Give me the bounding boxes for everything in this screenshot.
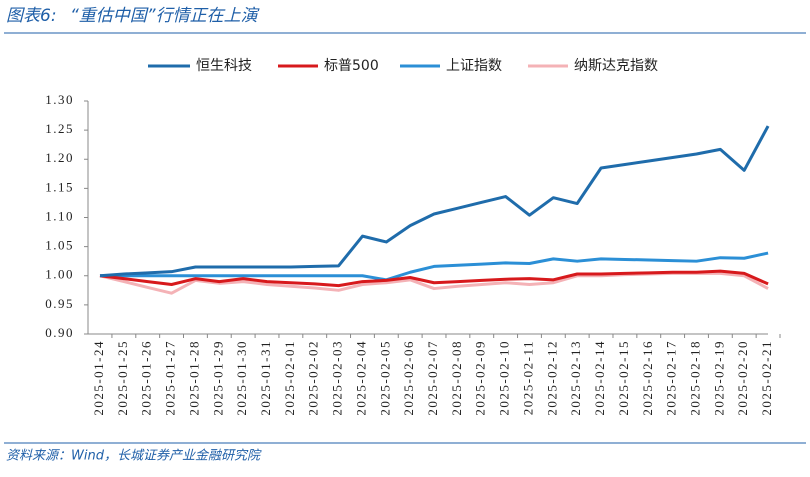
legend-label: 标普500: [324, 58, 379, 74]
x-tick-label: 2025-02-19: [711, 340, 726, 416]
x-tick-label: 2025-02-21: [759, 340, 774, 416]
x-tick-label: 2025-02-18: [687, 340, 702, 416]
figure-label: 图表6:: [6, 6, 57, 26]
y-tick-label: 1.20: [45, 150, 74, 165]
x-tick-label: 2025-01-29: [210, 340, 225, 416]
x-tick-label: 2025-02-13: [568, 340, 583, 416]
legend-label: 纳斯达克指数: [574, 58, 658, 74]
x-tick-label: 2025-01-31: [258, 340, 273, 416]
x-tick-label: 2025-02-15: [616, 340, 631, 416]
x-tick-label: 2025-02-20: [735, 340, 750, 416]
legend-label: 恒生科技: [196, 58, 252, 74]
x-tick-label: 2025-02-06: [401, 340, 416, 416]
x-tick-label: 2025-02-16: [640, 340, 655, 416]
x-tick-label: 2025-02-05: [377, 340, 392, 416]
y-tick-label: 0.90: [45, 325, 74, 340]
source: 资料来源：Wind，长城证券产业金融研究院: [6, 448, 262, 464]
x-tick-label: 2025-01-28: [186, 340, 201, 416]
x-tick-label: 2025-02-02: [306, 340, 321, 416]
legend-label: 上证指数: [446, 58, 502, 74]
y-tick-label: 1.15: [45, 179, 74, 194]
x-tick-label: 2025-02-14: [592, 340, 607, 416]
y-tick-label: 1.00: [45, 267, 74, 282]
y-tick-label: 1.10: [45, 208, 74, 223]
y-tick-label: 1.05: [45, 238, 74, 253]
x-tick-label: 2025-02-04: [353, 340, 368, 416]
x-tick-label: 2025-02-03: [330, 340, 345, 416]
x-tick-label: 2025-02-07: [425, 340, 440, 416]
x-tick-label: 2025-01-25: [115, 340, 130, 416]
series-line: [99, 125, 770, 278]
x-tick-label: 2025-02-09: [473, 340, 488, 416]
x-tick-label: 2025-02-17: [664, 340, 679, 416]
x-tick-label: 2025-01-30: [234, 340, 249, 416]
x-tick-label: 2025-02-08: [449, 340, 464, 416]
x-tick-label: 2025-02-12: [544, 340, 559, 416]
series-line: [100, 251, 769, 282]
x-tick-label: 2025-01-26: [139, 340, 154, 416]
y-tick-label: 1.30: [45, 92, 74, 107]
series-line: [99, 269, 769, 288]
x-tick-label: 2025-02-11: [520, 340, 535, 415]
x-tick-label: 2025-01-24: [91, 340, 106, 416]
x-tick-label: 2025-02-01: [282, 340, 297, 416]
y-tick-label: 1.25: [45, 121, 74, 136]
chart-title: “重估中国”行情正在上演: [70, 6, 260, 26]
y-tick-label: 0.95: [45, 296, 74, 311]
x-tick-label: 2025-02-10: [497, 340, 512, 416]
x-tick-label: 2025-01-27: [163, 340, 178, 416]
